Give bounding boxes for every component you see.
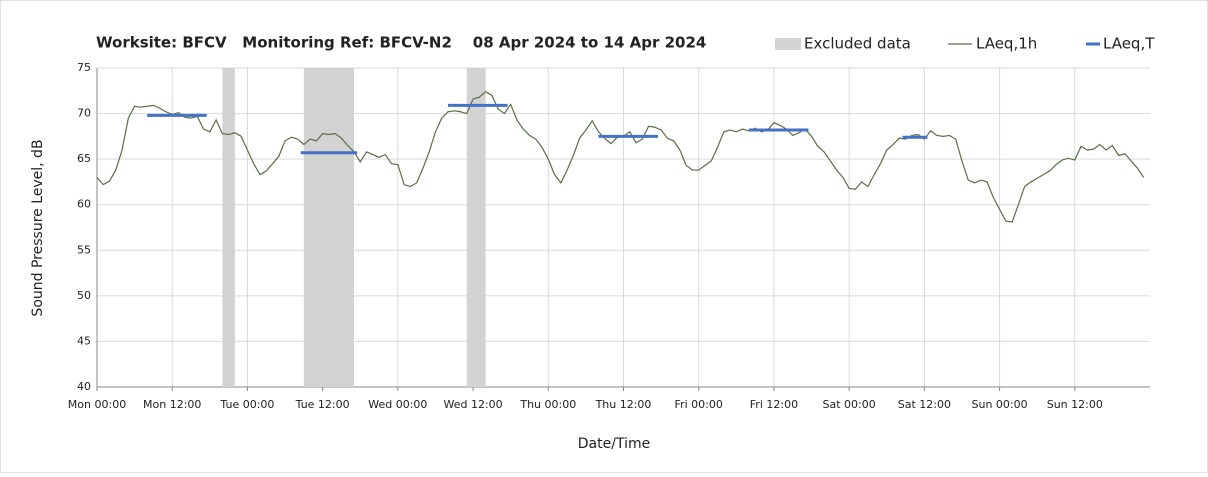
x-tick-label: Tue 12:00 — [295, 398, 350, 411]
y-tick-label: 60 — [77, 198, 91, 211]
y-tick-label: 75 — [77, 61, 91, 74]
y-tick-label: 55 — [77, 243, 91, 256]
legend-label: Excluded data — [804, 35, 911, 53]
x-tick-label: Sun 00:00 — [972, 398, 1028, 411]
x-axis-label: Date/Time — [578, 436, 650, 452]
excluded-band — [466, 68, 486, 387]
y-tick-label: 70 — [77, 107, 91, 120]
y-tick-label: 40 — [77, 380, 91, 393]
legend: Excluded data LAeq,1h LAeq,T — [775, 35, 1155, 53]
excluded-band — [303, 68, 354, 387]
x-tick-label: Mon 12:00 — [143, 398, 201, 411]
x-tick-label: Thu 12:00 — [595, 398, 652, 411]
x-tick-label: Thu 00:00 — [519, 398, 576, 411]
y-tick-label: 50 — [77, 289, 91, 302]
excluded-band — [222, 68, 235, 387]
x-tick-label: Tue 00:00 — [219, 398, 274, 411]
legend-label: LAeq,1h — [976, 35, 1037, 53]
x-tick-label: Wed 00:00 — [368, 398, 427, 411]
legend-swatch — [775, 38, 801, 50]
x-tick-label: Sat 00:00 — [823, 398, 876, 411]
chart-title: Worksite: BFCV Monitoring Ref: BFCV-N2 0… — [96, 34, 706, 52]
y-axis-label: Sound Pressure Level, dB — [30, 139, 46, 316]
x-tick-label: Sun 12:00 — [1047, 398, 1103, 411]
y-tick-label: 65 — [77, 152, 91, 165]
x-tick-label: Wed 12:00 — [443, 398, 502, 411]
x-tick-label: Fri 12:00 — [750, 398, 798, 411]
x-tick-label: Sat 12:00 — [898, 398, 951, 411]
legend-label: LAeq,T — [1103, 35, 1155, 53]
x-tick-label: Mon 00:00 — [68, 398, 126, 411]
y-tick-label: 45 — [77, 334, 91, 347]
x-tick-label: Fri 00:00 — [675, 398, 723, 411]
plot-area: 40 45 50 55 60 65 70 75 Mon 00:00 Mon 12:00 Tue 00… — [68, 61, 1150, 411]
